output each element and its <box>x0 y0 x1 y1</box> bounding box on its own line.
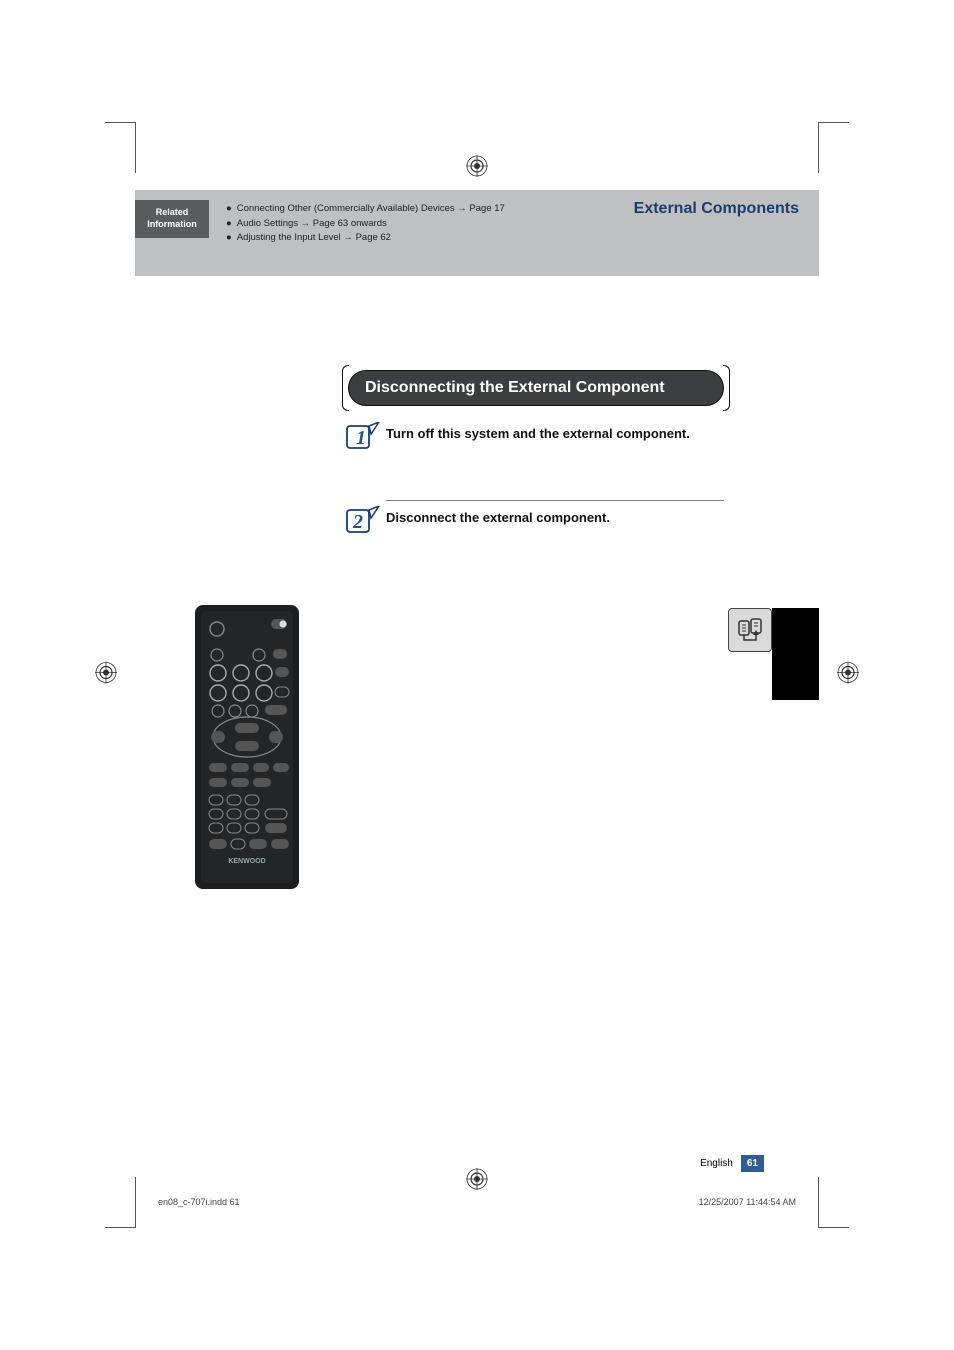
step-number-text: 2 <box>352 511 363 533</box>
step-number-icon: 1 <box>346 422 380 457</box>
bullet-text: Adjusting the Input Level → Page 62 <box>237 231 391 246</box>
page-footer: English 61 <box>700 1155 764 1172</box>
step-number-icon: 2 <box>346 506 380 541</box>
bullet-icon: ● <box>226 231 232 246</box>
page-number: 61 <box>741 1155 764 1172</box>
language-label: English <box>700 1158 733 1169</box>
related-information-box: Related Information <box>135 200 209 238</box>
main-heading: Disconnecting the External Component <box>348 370 724 406</box>
print-timestamp-label: 12/25/2007 11:44:54 AM <box>699 1197 796 1207</box>
main-heading-container: Disconnecting the External Component <box>348 370 724 406</box>
remote-body: KENWOOD <box>201 611 293 883</box>
related-bullet: ● Audio Settings → Page 63 onwards <box>226 217 505 232</box>
bullet-icon: ● <box>226 217 232 232</box>
bullet-text: Audio Settings → Page 63 onwards <box>237 217 387 232</box>
crop-mark <box>105 1177 136 1228</box>
registration-mark-icon <box>837 662 859 689</box>
related-bullets: ● Connecting Other (Commercially Availabl… <box>226 202 505 246</box>
registration-mark-icon <box>95 662 117 689</box>
svg-text:KENWOOD: KENWOOD <box>228 858 265 865</box>
external-input-icon <box>736 616 764 644</box>
bullet-text: Connecting Other (Commercially Available… <box>237 202 505 217</box>
step-1: 1 Turn off this system and the external … <box>346 426 724 441</box>
divider <box>386 500 724 501</box>
related-label-line2: Information <box>147 219 197 231</box>
side-index-block <box>772 608 819 700</box>
crop-mark <box>818 1177 849 1228</box>
step-text: Turn off this system and the external co… <box>386 426 724 441</box>
page: Related Information ● Connecting Other (C… <box>0 0 954 1350</box>
related-label-line1: Related <box>156 207 189 219</box>
remote-buttons-icon: KENWOOD <box>201 611 293 883</box>
step-2: 2 Disconnect the external component. <box>346 510 724 525</box>
crop-mark <box>818 122 849 173</box>
related-bullet: ● Adjusting the Input Level → Page 62 <box>226 231 505 246</box>
bullet-icon: ● <box>226 202 232 217</box>
related-bullet: ● Connecting Other (Commercially Availabl… <box>226 202 505 217</box>
registration-mark-icon <box>466 1168 488 1195</box>
print-file-label: en08_c-707i.indd 61 <box>158 1197 240 1207</box>
step-number-text: 1 <box>356 427 366 449</box>
registration-mark-icon <box>466 155 488 182</box>
crop-mark <box>105 122 136 173</box>
step-text: Disconnect the external component. <box>386 510 724 525</box>
remote-control-image: KENWOOD <box>195 605 299 889</box>
section-title: External Components <box>634 200 799 218</box>
side-tab <box>728 608 772 652</box>
